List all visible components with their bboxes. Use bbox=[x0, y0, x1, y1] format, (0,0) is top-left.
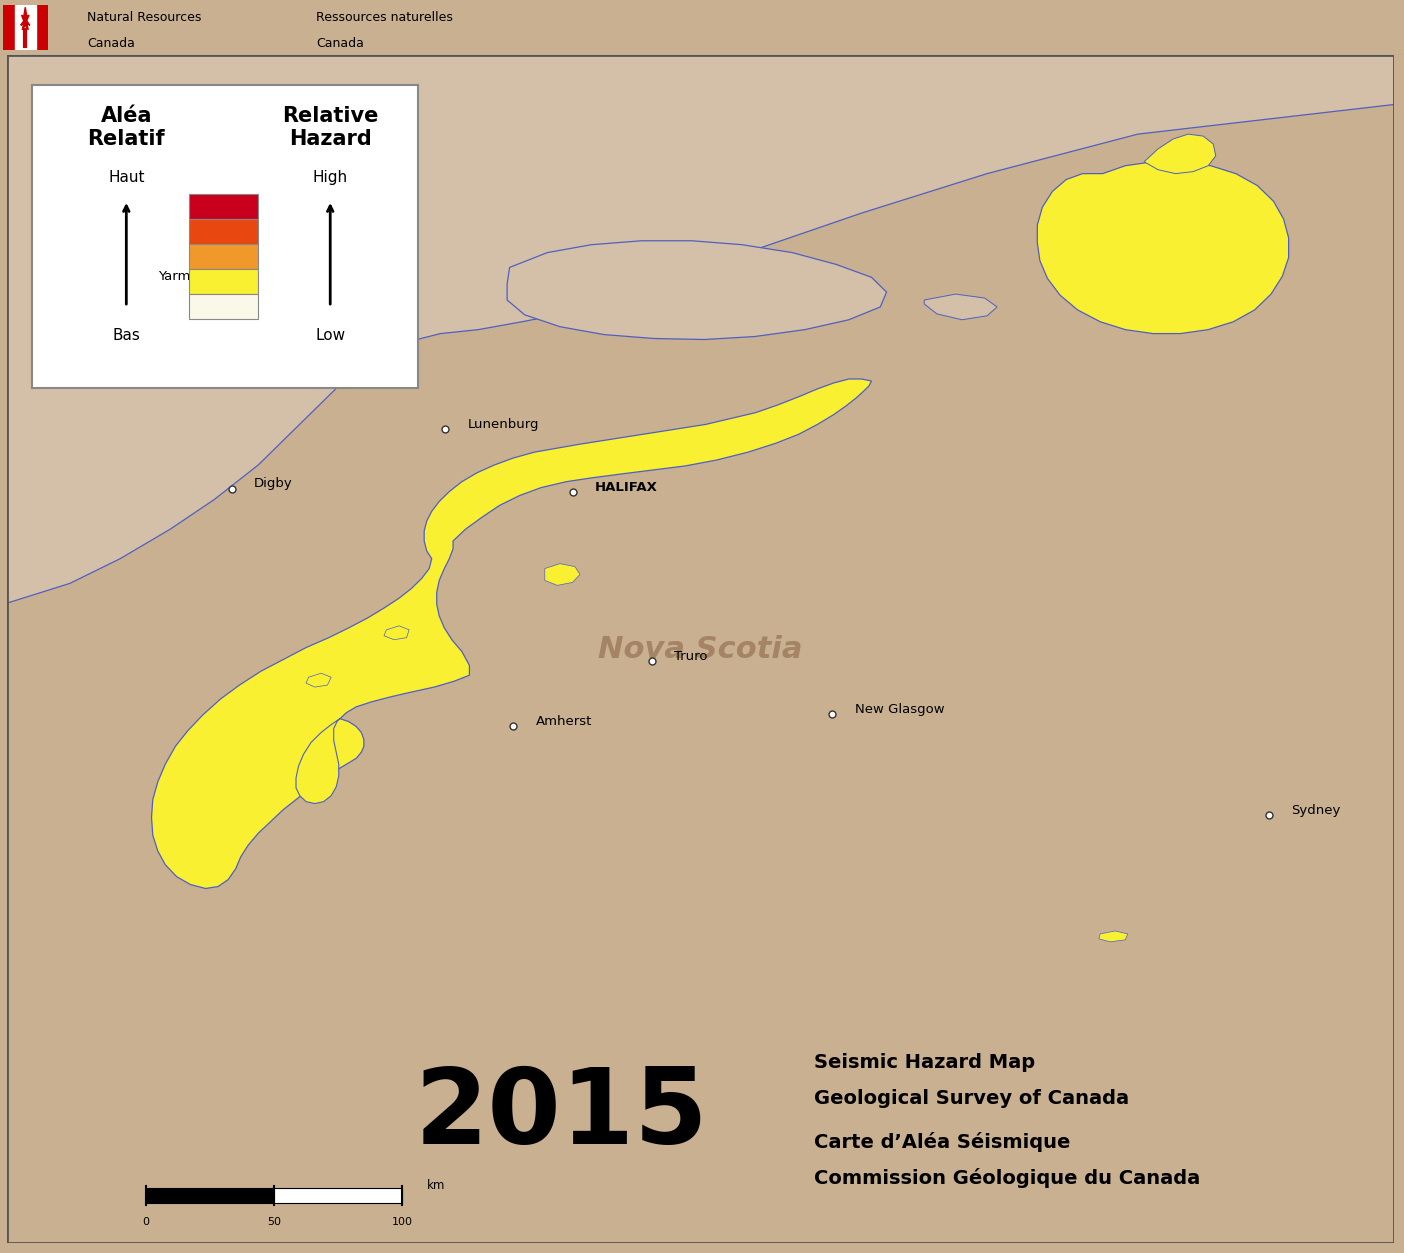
Polygon shape bbox=[21, 8, 29, 30]
Text: Yarmouth: Yarmouth bbox=[159, 269, 220, 283]
Polygon shape bbox=[507, 241, 886, 340]
Text: HALIFAX: HALIFAX bbox=[595, 481, 658, 494]
Bar bbox=[3, 5, 15, 50]
Polygon shape bbox=[1144, 134, 1216, 174]
Text: Relative
Hazard: Relative Hazard bbox=[282, 107, 379, 149]
Text: 2015: 2015 bbox=[416, 1064, 709, 1165]
Polygon shape bbox=[306, 673, 331, 687]
Text: Low: Low bbox=[314, 328, 345, 343]
Bar bbox=[188, 219, 258, 244]
Bar bbox=[146, 1188, 274, 1203]
Text: 100: 100 bbox=[392, 1217, 413, 1227]
Text: Aléa
Relatif: Aléa Relatif bbox=[87, 107, 166, 149]
Text: Ressources naturelles: Ressources naturelles bbox=[316, 11, 452, 24]
Polygon shape bbox=[383, 625, 409, 640]
Text: Canada: Canada bbox=[87, 36, 135, 50]
Bar bbox=[32, 85, 417, 387]
Text: Digby: Digby bbox=[254, 477, 292, 490]
Text: Nova Scotia: Nova Scotia bbox=[598, 634, 803, 664]
Text: Commission Géologique du Canada: Commission Géologique du Canada bbox=[814, 1168, 1200, 1188]
Polygon shape bbox=[1099, 931, 1127, 942]
Bar bbox=[188, 194, 258, 219]
Text: Carte d’Aléa Séismique: Carte d’Aléa Séismique bbox=[814, 1131, 1071, 1152]
Text: Geological Survey of Canada: Geological Survey of Canada bbox=[814, 1089, 1129, 1108]
Polygon shape bbox=[296, 719, 340, 803]
Polygon shape bbox=[924, 294, 997, 320]
Text: Lunenburg: Lunenburg bbox=[468, 419, 539, 431]
Bar bbox=[274, 1188, 403, 1203]
Text: Truro: Truro bbox=[674, 650, 708, 663]
Polygon shape bbox=[1038, 162, 1289, 333]
Bar bbox=[15, 5, 35, 50]
Text: Canada: Canada bbox=[316, 36, 364, 50]
Text: Bas: Bas bbox=[112, 328, 140, 343]
Text: 50: 50 bbox=[267, 1217, 281, 1227]
Text: Seismic Hazard Map: Seismic Hazard Map bbox=[814, 1053, 1036, 1071]
Bar bbox=[35, 5, 48, 50]
Text: Haut: Haut bbox=[108, 169, 145, 184]
Text: Amherst: Amherst bbox=[535, 715, 592, 728]
Polygon shape bbox=[7, 55, 1394, 603]
Bar bbox=[188, 269, 258, 294]
Bar bbox=[188, 244, 258, 269]
Text: 0: 0 bbox=[142, 1217, 149, 1227]
Bar bbox=[188, 294, 258, 318]
Text: Sydney: Sydney bbox=[1292, 804, 1341, 817]
Polygon shape bbox=[152, 378, 872, 888]
Text: km: km bbox=[427, 1179, 445, 1193]
Text: High: High bbox=[313, 169, 348, 184]
Polygon shape bbox=[545, 564, 580, 585]
Text: Natural Resources: Natural Resources bbox=[87, 11, 201, 24]
Text: New Glasgow: New Glasgow bbox=[855, 703, 945, 717]
